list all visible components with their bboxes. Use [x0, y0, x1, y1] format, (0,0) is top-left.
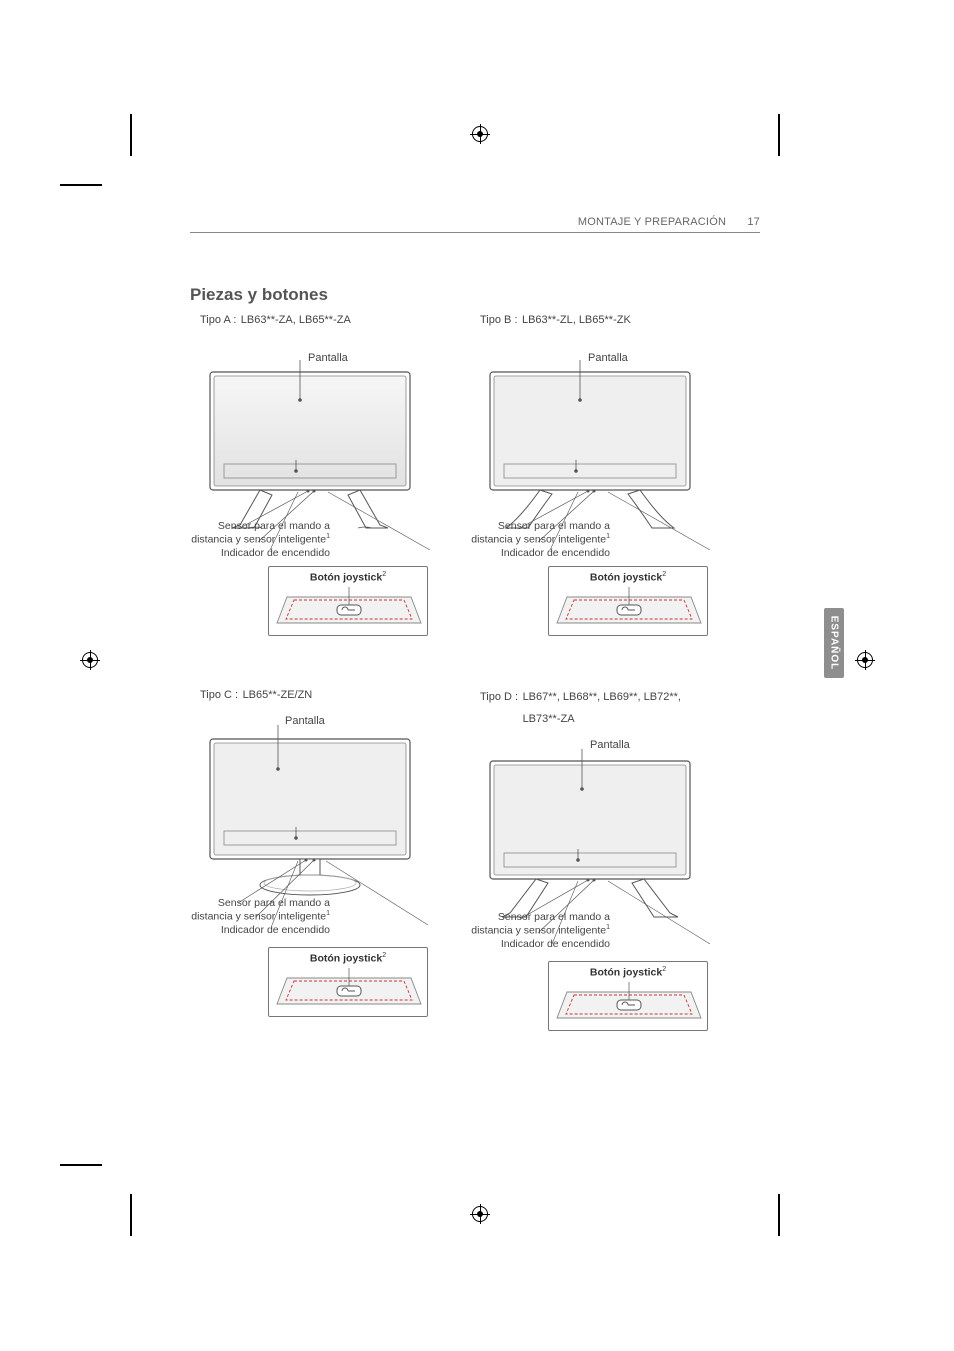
figure-type-d: Tipo D : LB67**, LB68**, LB69**, LB72**,… — [460, 685, 750, 1065]
page-number: 17 — [747, 216, 760, 228]
figure-caption: Tipo A : LB63**-ZA, LB65**-ZA — [200, 310, 460, 328]
joystick-inset: Botón joystick2 — [548, 566, 708, 636]
type-label: Tipo A : — [200, 314, 236, 326]
type-label: Tipo B : — [480, 314, 518, 326]
figure-caption: Tipo B : LB63**-ZL, LB65**-ZK — [480, 310, 740, 328]
registration-mark-icon — [855, 650, 875, 670]
joystick-inset: Botón joystick2 — [268, 566, 428, 636]
figure-type-c: Tipo C : LB65**-ZE/ZN Pantalla Altavoces — [180, 685, 470, 1045]
language-tab-label: ESPAÑOL — [829, 616, 840, 671]
joystick-inset: Botón joystick2 — [548, 961, 708, 1031]
crop-mark — [130, 114, 132, 156]
type-label: Tipo C : — [200, 689, 238, 701]
sensor-callout: Sensor para el mando a distancia y senso… — [160, 897, 330, 937]
registration-mark-icon — [470, 1204, 490, 1224]
header-section-label: MONTAJE Y PREPARACIÓN — [578, 216, 726, 228]
sensor-callout: Sensor para el mando a distancia y senso… — [160, 520, 330, 560]
type-models: LB63**-ZA, LB65**-ZA — [241, 314, 351, 326]
crop-mark — [60, 1164, 102, 1166]
manual-page: MONTAJE Y PREPARACIÓN 17 ESPAÑOL Piezas … — [0, 0, 954, 1351]
figure-type-b: Tipo B : LB63**-ZL, LB65**-ZK Pantalla A… — [460, 310, 750, 650]
section-title: Piezas y botones — [190, 285, 328, 305]
header-rule — [190, 232, 760, 233]
crop-mark — [778, 114, 780, 156]
type-models-l2: LB73**-ZA — [523, 713, 575, 725]
crop-mark — [130, 1194, 132, 1236]
sensor-callout: Sensor para el mando a distancia y senso… — [440, 911, 610, 951]
page-header: MONTAJE Y PREPARACIÓN 17 — [190, 216, 760, 228]
sensor-callout: Sensor para el mando a distancia y senso… — [440, 520, 610, 560]
type-models: LB63**-ZL, LB65**-ZK — [522, 314, 631, 326]
crop-mark — [778, 1194, 780, 1236]
figure-caption: Tipo C : LB65**-ZE/ZN — [200, 685, 460, 703]
registration-mark-icon — [470, 124, 490, 144]
type-label: Tipo D : — [480, 691, 518, 703]
crop-mark — [60, 184, 102, 186]
type-models: LB65**-ZE/ZN — [243, 689, 313, 701]
type-models: LB67**, LB68**, LB69**, LB72**, — [523, 691, 681, 703]
joystick-inset: Botón joystick2 — [268, 947, 428, 1017]
figure-caption: Tipo D : LB67**, LB68**, LB69**, LB72**,… — [480, 685, 740, 730]
figure-type-a: Tipo A : LB63**-ZA, LB65**-ZA Pantalla A… — [180, 310, 470, 650]
language-tab: ESPAÑOL — [824, 608, 844, 678]
registration-mark-icon — [80, 650, 100, 670]
